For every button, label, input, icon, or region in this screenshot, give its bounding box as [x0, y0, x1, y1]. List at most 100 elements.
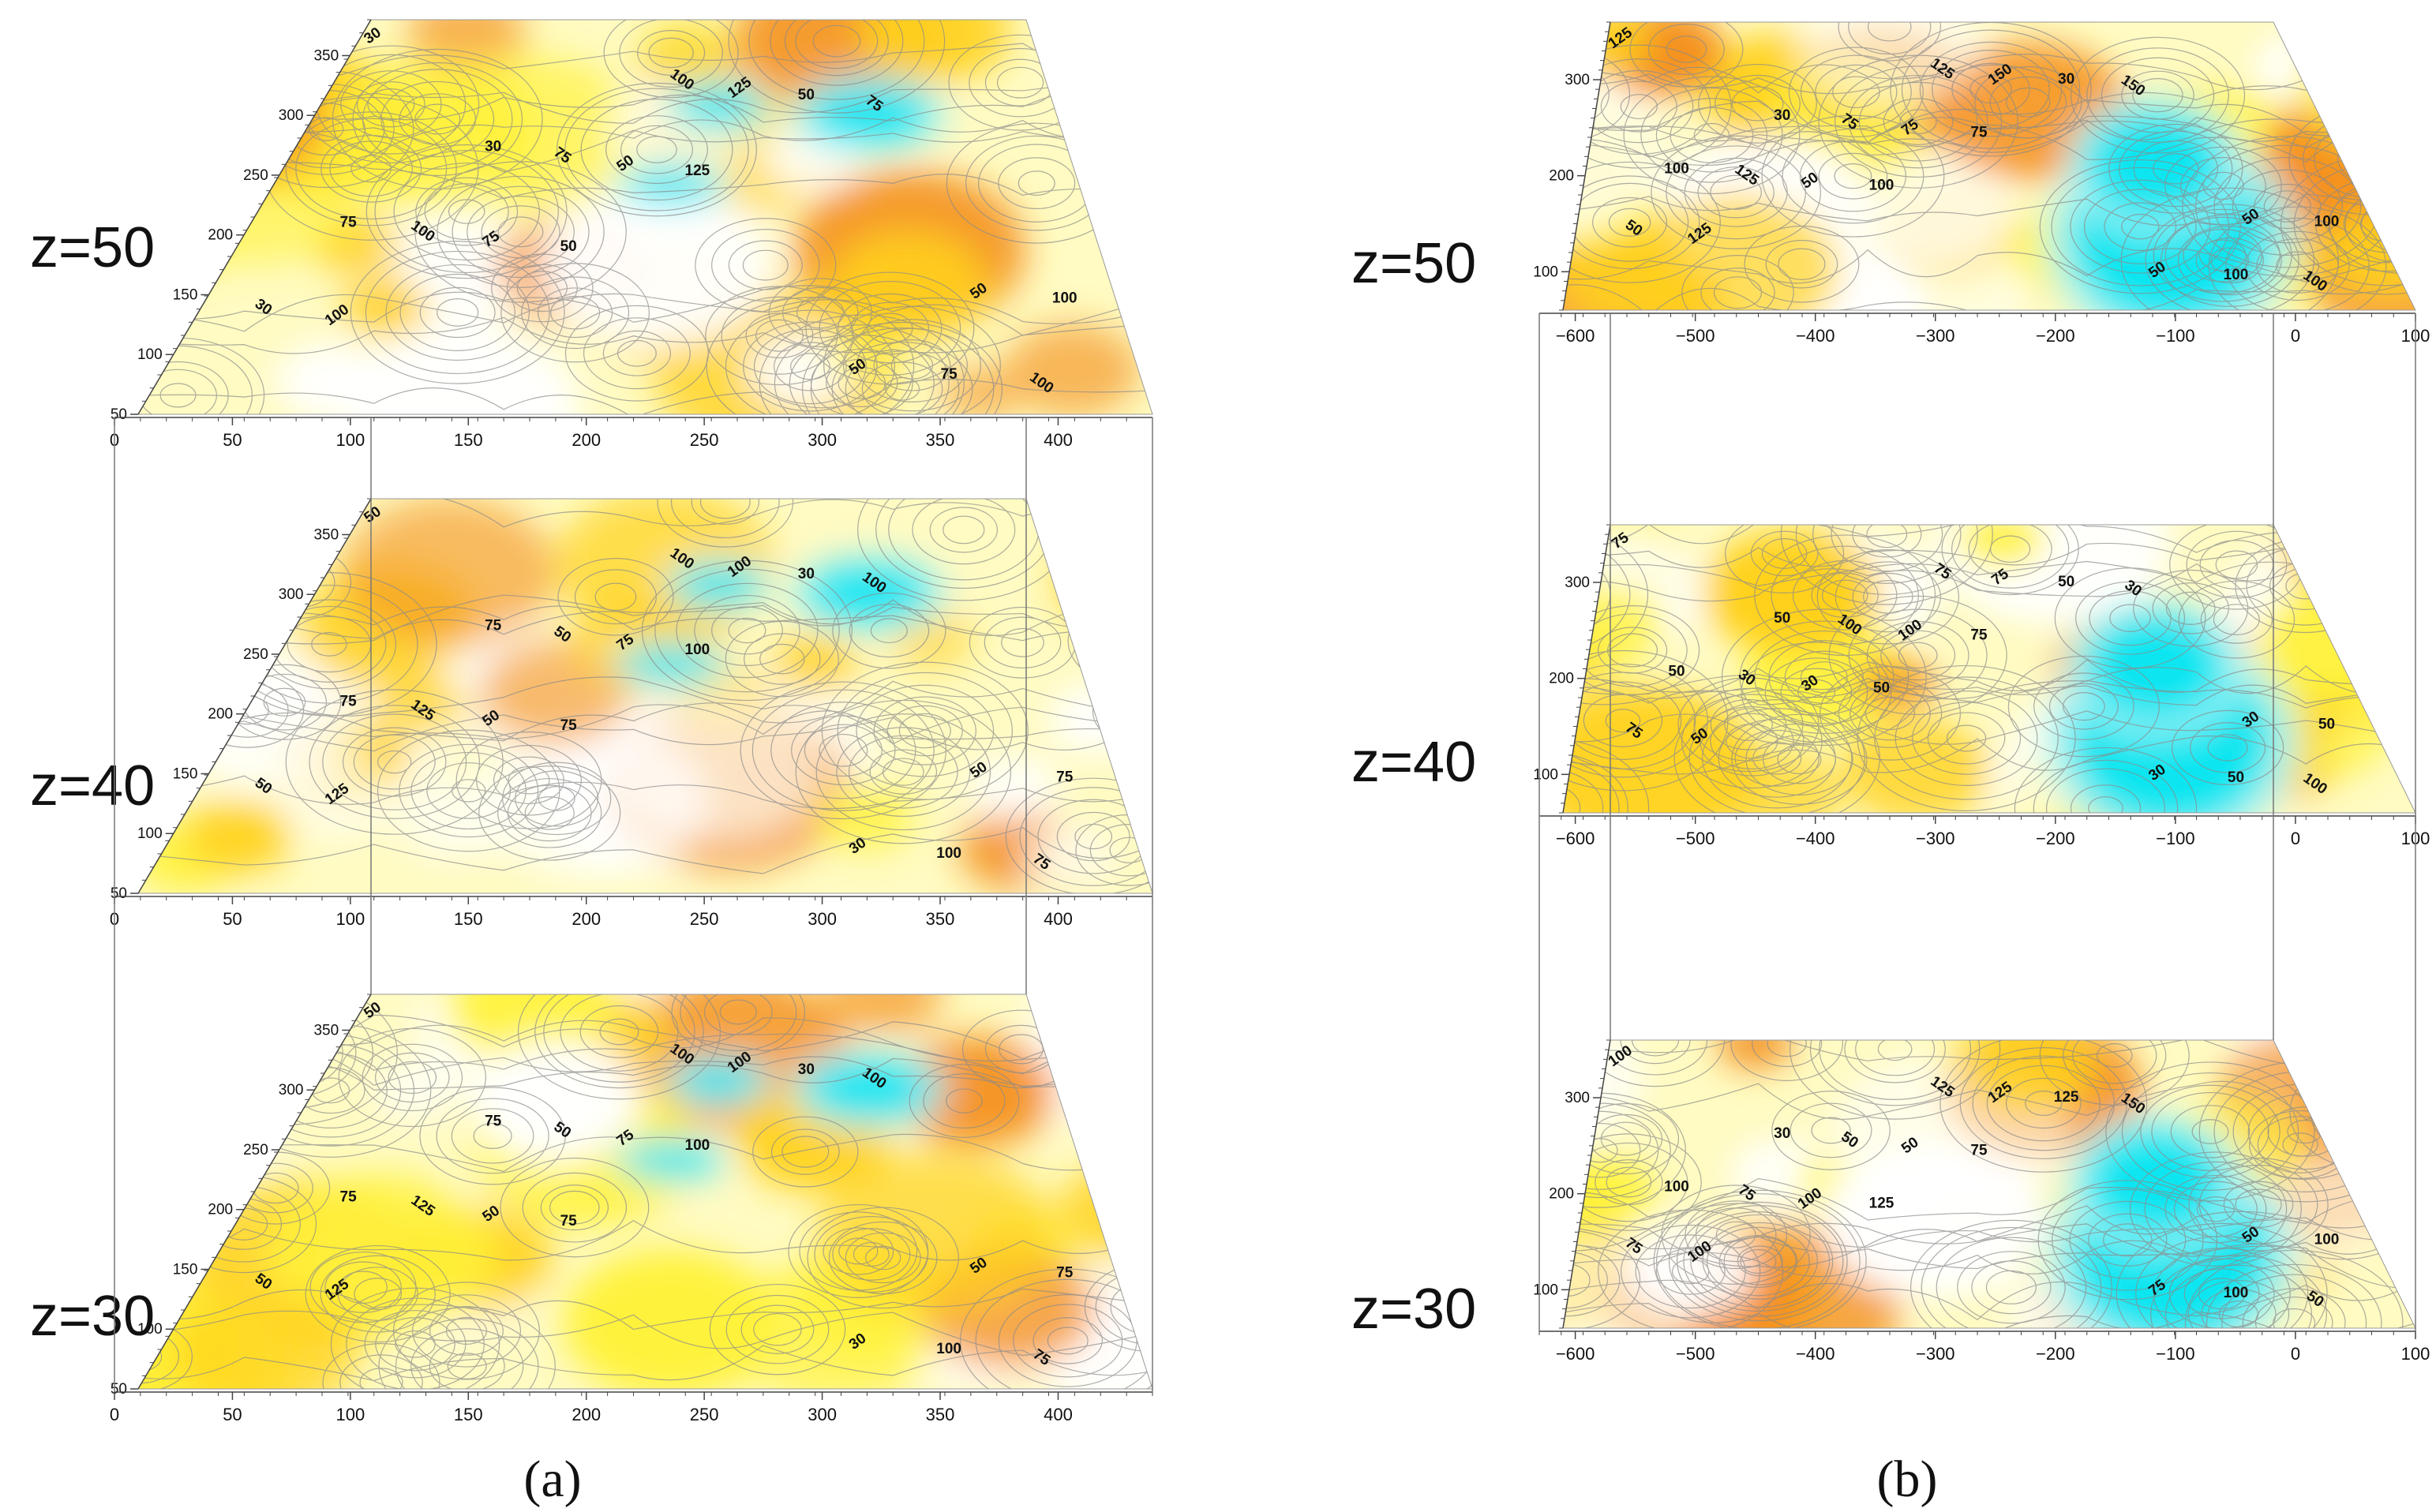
a-contour-ring — [364, 1310, 467, 1379]
b-contour-ring — [1788, 47, 1924, 137]
a-y-axis: 50 100 150 200 250 300 350 — [111, 498, 372, 902]
a-contour-path — [138, 379, 1152, 414]
a-x-tick-label: 350 — [926, 430, 955, 450]
a-heat-blob — [395, 776, 517, 860]
a-contour-ring — [356, 81, 425, 128]
a-y-tick-label: 250 — [243, 167, 268, 184]
b-contour-ring — [1730, 1040, 1843, 1081]
a-contour-ring — [804, 724, 883, 777]
a-contour-ring — [807, 1207, 959, 1309]
b-contour-ring — [2014, 747, 2198, 813]
a-contour-ring — [849, 604, 930, 658]
b-contour-ring — [1764, 657, 1868, 727]
a-y-tick-label: 100 — [137, 1321, 163, 1338]
a-contour-ring — [984, 616, 1062, 669]
a-contour-ring — [500, 263, 650, 363]
b-contour-label: 30 — [2058, 71, 2074, 88]
b-contour-ring — [1688, 699, 1865, 813]
b-contour-ring — [2263, 190, 2311, 223]
a-y-tick-label: 350 — [313, 1022, 339, 1039]
b-contour-label: 30 — [1774, 107, 1790, 124]
a-x-tick-label: 150 — [454, 430, 483, 450]
a-contour-ring — [549, 1190, 600, 1225]
a-contour-ring — [517, 994, 721, 1100]
b-contour-path — [1563, 677, 2415, 706]
a-contour-ring — [770, 702, 916, 799]
a-contour-ring — [399, 273, 515, 351]
b-contour-ring — [1855, 1040, 1936, 1076]
a-contour-path — [138, 1288, 1152, 1330]
a-contour-ring — [534, 994, 704, 1089]
a-contour-ring — [340, 70, 442, 139]
a-contour-ring — [579, 1005, 659, 1058]
b-contour-ring — [1726, 724, 1778, 759]
a-contour-ring — [819, 280, 961, 376]
b-contour-ring — [1734, 729, 1820, 787]
b-x-tick-label: −300 — [1916, 829, 1955, 848]
a-contour-ring — [869, 749, 938, 795]
b-contour-ring — [1784, 650, 1864, 704]
b-contour-path — [1563, 248, 2415, 284]
a-contour-ring — [599, 1018, 639, 1046]
a-contour-ring — [367, 88, 415, 121]
b-contour-path — [1563, 124, 2415, 163]
b-contour-ring — [2070, 36, 2246, 154]
b-contour-ring — [2052, 1188, 2204, 1291]
a-contour-ring — [1005, 777, 1152, 893]
b-contour-path — [1563, 525, 2415, 555]
b-contour-ring — [1739, 620, 1909, 734]
b-contour-ring — [2221, 1274, 2367, 1328]
b-contour-ring — [1668, 1201, 1848, 1322]
a-contour-ring — [540, 1185, 609, 1231]
b-contour-label: 125 — [1869, 1196, 1894, 1212]
a-contour-ring — [424, 183, 509, 241]
b-contour-ring — [2108, 123, 2243, 214]
b-heat-blob — [1862, 162, 2014, 267]
a-contour-ring — [728, 617, 766, 644]
b-x-tick-label: −200 — [2036, 1344, 2075, 1364]
a-contour-ring — [648, 37, 694, 69]
a-heat-blob — [285, 761, 394, 837]
a-contour-ring — [437, 298, 479, 327]
b-contour-ring — [1848, 74, 1988, 169]
a-x-tick-label: 350 — [926, 909, 955, 929]
b-contour-ring — [1725, 525, 1845, 594]
a-contour-ring — [999, 1034, 1044, 1065]
a-contour-label: 30 — [798, 1061, 815, 1078]
b-contour-ring — [2096, 1043, 2133, 1068]
b-contour-ring — [2063, 1040, 2167, 1091]
a-x-tick-label: 300 — [808, 909, 837, 929]
a-frame — [114, 417, 1153, 1392]
a-x-tick-label: 200 — [572, 430, 601, 450]
a-contour-path — [138, 1220, 1152, 1261]
a-contour-ring — [823, 1227, 894, 1275]
a-contour-label: 100 — [685, 642, 710, 658]
a-contour-label: 75 — [1056, 769, 1074, 786]
a-contour-ring — [676, 582, 819, 679]
a-layer-1: 3050751001251007550305075100125100755075… — [30, 19, 1153, 450]
a-contour-ring — [960, 1268, 1152, 1389]
a-y-tick-label: 150 — [173, 1261, 198, 1278]
b-contour-ring — [1635, 1234, 1746, 1309]
b-contour-path — [1563, 710, 2415, 745]
b-contour-path — [1563, 735, 2415, 775]
b-contour-ring — [1866, 525, 1908, 548]
b-contour-ring — [1792, 560, 1898, 631]
a-contour-ring — [543, 994, 695, 1083]
b-contour-ring — [2152, 582, 2229, 634]
a-contour-ring — [996, 66, 1044, 99]
a-y-tick-label: 350 — [313, 526, 339, 543]
b-contour-ring — [1715, 1221, 1756, 1248]
b-contour-ring — [1563, 737, 1650, 813]
b-contour-ring — [2164, 216, 2280, 294]
a-x-tick-label: 250 — [690, 430, 719, 450]
b-contour-label: 50 — [1774, 610, 1790, 627]
a-contour-ring — [831, 341, 973, 414]
b-contour-label: 30 — [1774, 1125, 1790, 1142]
b-contour-ring — [1608, 208, 1651, 237]
b-contour-ring — [1844, 1040, 1946, 1083]
a-contour-ring — [399, 743, 539, 838]
a-y-tick-label: 100 — [137, 825, 163, 842]
b-contour-ring — [1901, 29, 2081, 149]
a-contour-ring — [759, 643, 805, 675]
